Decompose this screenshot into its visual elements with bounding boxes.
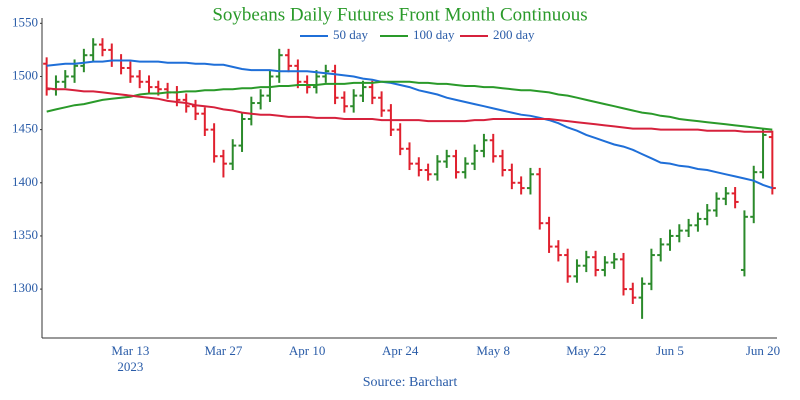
x-tick-label: Apr 10 — [289, 343, 325, 358]
ma-line — [46, 59, 773, 190]
ma-line — [46, 87, 773, 133]
x-tick-label: May 22 — [566, 343, 606, 358]
x-tick-label: Apr 24 — [382, 343, 419, 358]
legend-label: 50 day — [333, 27, 369, 42]
x-tick-label: May 8 — [476, 343, 510, 358]
y-tick-label: 1450 — [12, 121, 38, 136]
x-tick-label: Mar 27 — [204, 343, 242, 358]
legend-label: 200 day — [493, 27, 535, 42]
x-tick-label: Mar 13 — [111, 343, 149, 358]
x-tick-label: Jun 5 — [656, 343, 684, 358]
source-note: Source: Barchart — [363, 375, 458, 390]
y-tick-label: 1400 — [12, 174, 38, 189]
y-tick-label: 1500 — [12, 67, 38, 82]
y-tick-label: 1550 — [12, 14, 38, 29]
x-tick-label: Jun 20 — [746, 343, 780, 358]
y-tick-label: 1300 — [12, 280, 38, 295]
ma-line — [46, 80, 773, 131]
legend-label: 100 day — [413, 27, 455, 42]
x-year-label: 2023 — [117, 359, 143, 374]
y-tick-label: 1350 — [12, 227, 38, 242]
chart-title: Soybeans Daily Futures Front Month Conti… — [212, 4, 587, 25]
